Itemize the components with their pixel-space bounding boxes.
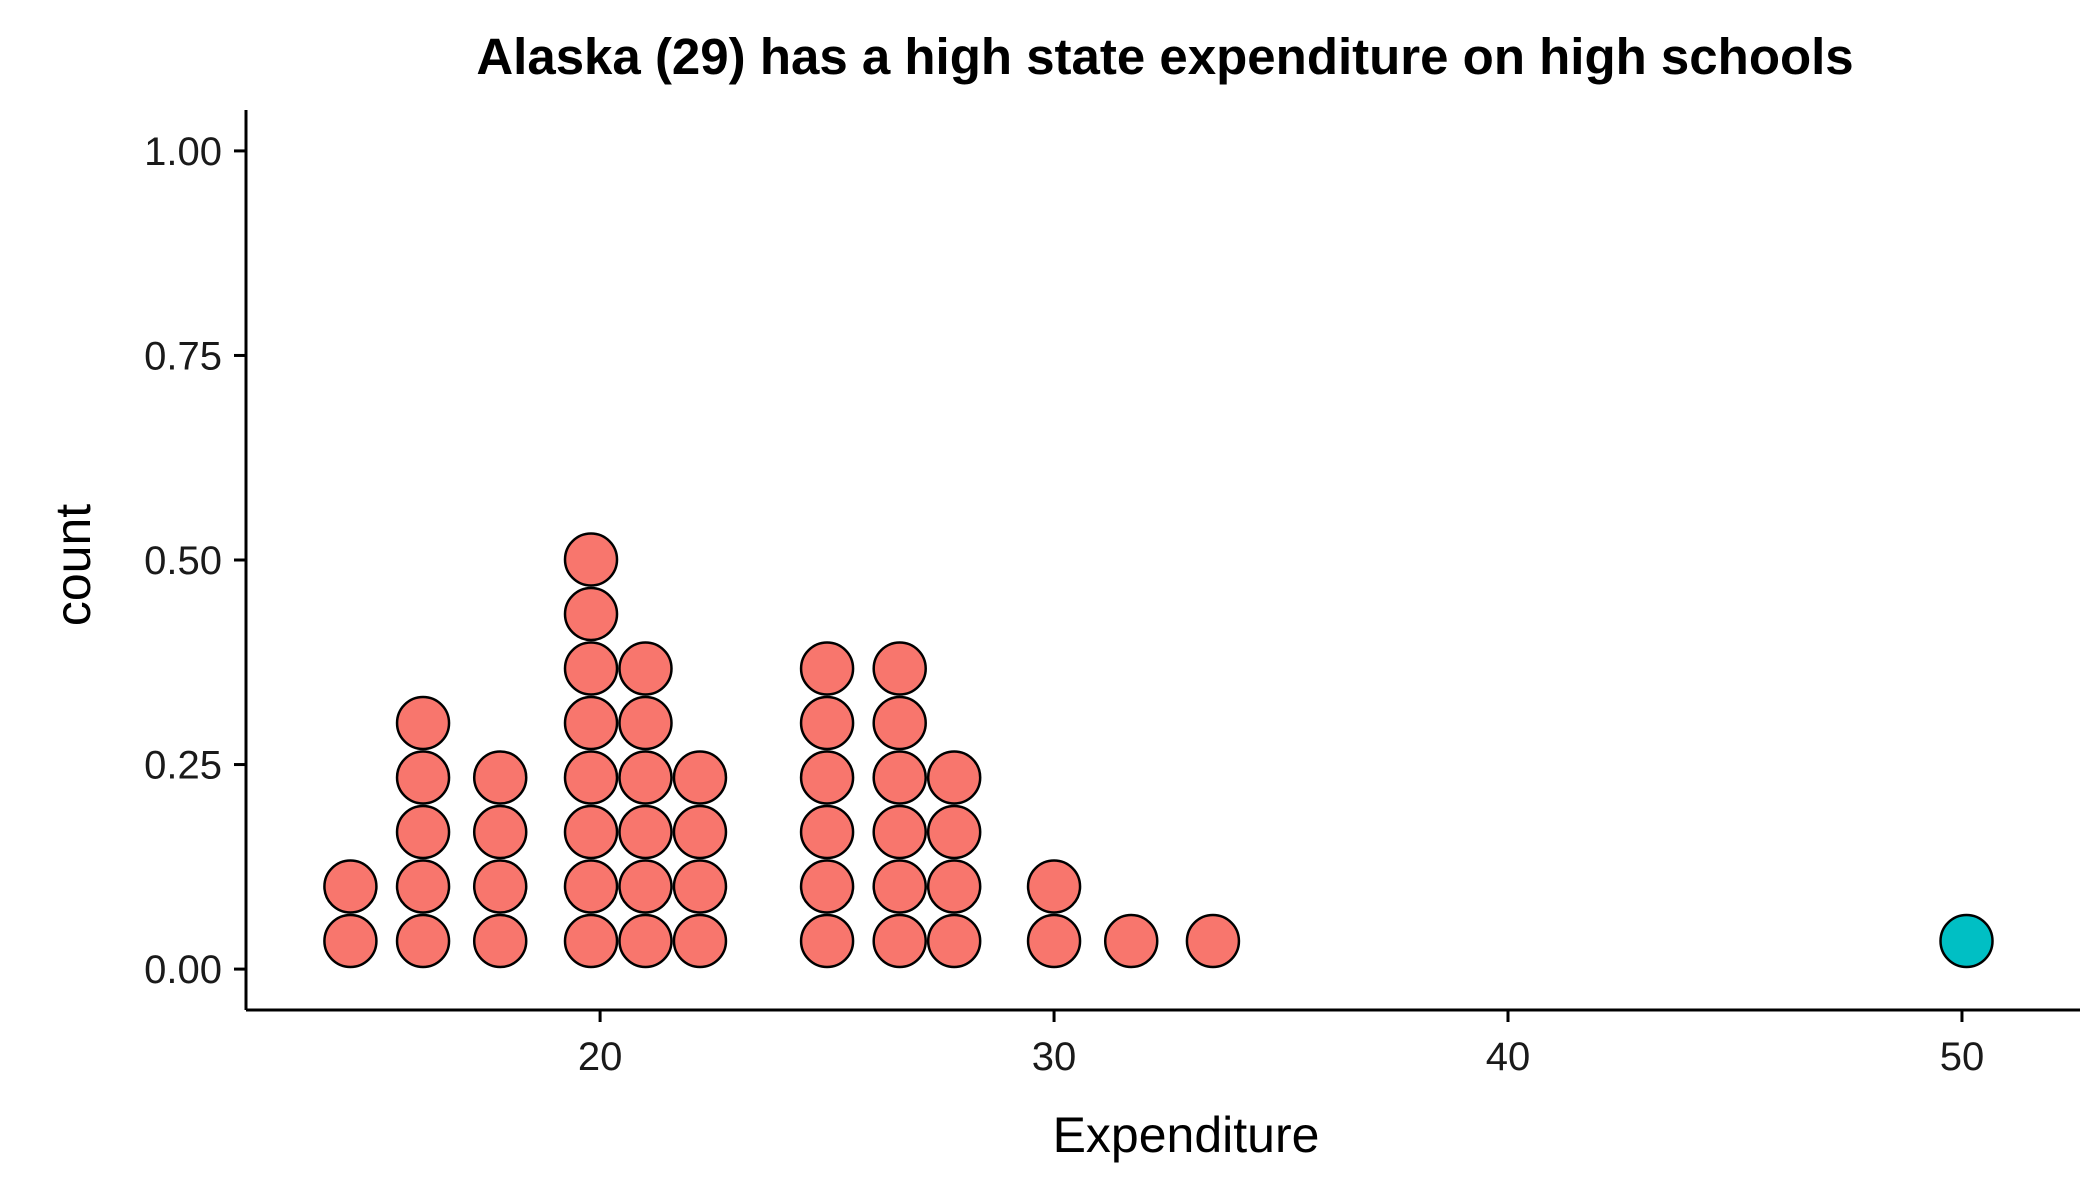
y-tick-label: 0.00 xyxy=(144,948,222,992)
dot xyxy=(395,913,451,969)
dot xyxy=(872,750,927,805)
dot xyxy=(472,804,528,860)
y-tick-label: 0.25 xyxy=(144,744,222,788)
dot xyxy=(799,913,855,969)
dot xyxy=(563,750,619,805)
dot xyxy=(563,641,619,696)
dot xyxy=(563,804,619,860)
dot xyxy=(926,913,982,969)
dot xyxy=(472,913,528,969)
dots-layer xyxy=(323,532,1994,969)
y-tick-label: 0.50 xyxy=(144,539,222,583)
dot xyxy=(799,695,855,751)
dot xyxy=(672,804,728,860)
dot xyxy=(395,859,451,914)
x-tick-label: 40 xyxy=(1486,1035,1531,1079)
dot xyxy=(472,750,528,805)
dot xyxy=(872,859,927,914)
dot xyxy=(872,913,927,969)
x-tick-label: 20 xyxy=(578,1035,623,1079)
dot xyxy=(1026,913,1082,969)
dot xyxy=(563,859,619,914)
dot xyxy=(618,750,673,805)
dot xyxy=(799,859,855,914)
dot xyxy=(618,859,673,914)
y-tick-label: 1.00 xyxy=(144,130,222,174)
dot xyxy=(618,641,673,696)
dot xyxy=(1103,913,1159,969)
dot xyxy=(672,750,728,805)
dot xyxy=(926,804,982,860)
dot xyxy=(799,804,855,860)
x-tick-label: 50 xyxy=(1940,1035,1985,1079)
dot xyxy=(323,859,378,914)
dot xyxy=(563,695,619,751)
dot xyxy=(672,859,728,914)
dot-highlight xyxy=(1939,913,1994,969)
dot xyxy=(926,859,982,914)
x-axis-label: Expenditure xyxy=(1053,1107,1320,1163)
dot xyxy=(618,804,673,860)
dot xyxy=(872,804,927,860)
x-axis: 20 30 40 50 xyxy=(246,1008,2080,1079)
dot xyxy=(395,695,451,751)
dot xyxy=(872,641,927,696)
chart-title: Alaska (29) has a high state expenditure… xyxy=(476,28,1853,85)
dot xyxy=(395,750,451,805)
dot xyxy=(672,913,728,969)
dot xyxy=(799,750,855,805)
dot xyxy=(1026,859,1082,914)
dot xyxy=(618,695,673,751)
dot xyxy=(926,750,982,805)
dot xyxy=(563,532,619,587)
dot xyxy=(799,641,855,696)
y-tick-label: 0.75 xyxy=(144,334,222,378)
dot xyxy=(618,913,673,969)
dot xyxy=(323,913,378,969)
dot xyxy=(472,859,528,914)
y-axis: 0.00 0.25 0.50 0.75 1.00 xyxy=(144,110,248,1010)
dot xyxy=(563,913,619,969)
dot xyxy=(395,804,451,860)
dot xyxy=(872,695,927,751)
dot xyxy=(1185,913,1241,969)
dot xyxy=(563,586,619,642)
y-axis-label: count xyxy=(45,504,101,626)
x-tick-label: 30 xyxy=(1032,1035,1077,1079)
